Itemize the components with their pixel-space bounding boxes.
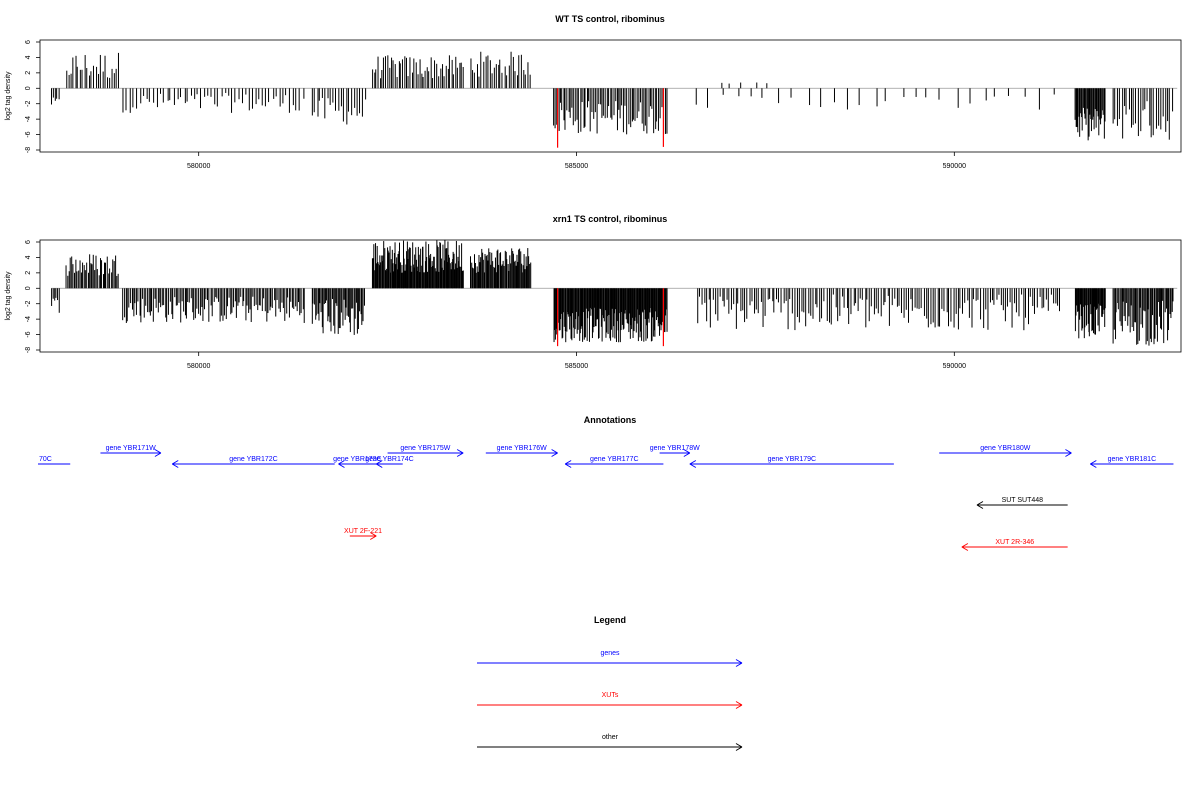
- feature-label: XUT 2R-346: [995, 539, 1034, 546]
- feature-label: gene YBR173C: [333, 456, 382, 463]
- feature-label: gene YBR178W: [650, 445, 700, 452]
- feature-arrow: [100, 449, 162, 457]
- legend-label: other: [602, 734, 619, 741]
- wt-y-tick-label: 6: [25, 40, 32, 44]
- feature-label: SUT SUT448: [1002, 497, 1044, 504]
- feature-label: gene YBR179C: [768, 456, 817, 463]
- wt-bars: [51, 51, 1174, 141]
- xrn1-y-tick-label: -6: [25, 331, 32, 337]
- wt-y-tick-label: -2: [25, 101, 32, 107]
- feature-arrow: [961, 543, 1068, 551]
- feature-label: gene YBR177C: [590, 456, 639, 463]
- wt-x-tick-label: 585000: [565, 163, 588, 170]
- feature-arrow: [376, 460, 403, 468]
- xrn1-plot-frame: [39, 239, 1182, 353]
- wt-panel-title: WT TS control, ribominus: [555, 14, 665, 24]
- feature-label: gene YBR171W: [106, 445, 156, 452]
- xrn1-panel-title: xrn1 TS control, ribominus: [553, 214, 668, 224]
- feature-arrow: [689, 460, 894, 468]
- feature-arrow: [338, 460, 377, 468]
- feature-label: gene YBR175W: [400, 445, 450, 452]
- wt-y-tick-label: -4: [25, 116, 32, 122]
- wt-y-tick-label: 2: [25, 71, 32, 75]
- feature-arrow: [1090, 460, 1174, 468]
- xrn1-y-axis-label: log2 tag density: [5, 271, 12, 321]
- wt-y-tick-label: 4: [25, 55, 32, 59]
- xrn1-y-tick-label: -4: [25, 316, 32, 322]
- feature-label: gene YBR174C: [365, 456, 414, 463]
- feature-arrow: [171, 460, 335, 468]
- feature-label: XUT 2F-221: [344, 528, 382, 535]
- feature-arrow: [659, 449, 691, 457]
- wt-y-axis-label: log2 tag density: [5, 71, 12, 121]
- feature-arrow: [939, 449, 1072, 457]
- xrn1-x-tick-label: 580000: [187, 363, 210, 370]
- legend-arrow: [477, 743, 743, 751]
- feature-arrow: [564, 460, 664, 468]
- feature-label: gene YBR181C: [1108, 456, 1157, 463]
- legend-arrow: [477, 659, 743, 667]
- legend-title: Legend: [594, 615, 626, 625]
- wt-y-tick-label: -8: [25, 147, 32, 153]
- wt-coverage-panel: WT TS control, ribominus log2 tag densit…: [5, 14, 1182, 170]
- xrn1-y-tick-label: 0: [25, 286, 32, 290]
- wt-plot-frame: [39, 39, 1182, 153]
- feature-label: gene YBR172C: [229, 456, 278, 463]
- xrn1-y-tick-label: -2: [25, 301, 32, 307]
- legend-label: XUTs: [602, 692, 619, 699]
- annotations-title: Annotations: [584, 415, 637, 425]
- xrn1-y-tick-label: -8: [25, 347, 32, 353]
- wt-x-tick-label: 590000: [943, 163, 966, 170]
- xrn1-coverage-panel: xrn1 TS control, ribominus log2 tag dens…: [5, 214, 1182, 370]
- xrn1-x-tick-label: 590000: [943, 363, 966, 370]
- xrn1-y-tick-label: 4: [25, 255, 32, 259]
- feature-label: gene YBR176W: [497, 445, 547, 452]
- feature-arrow: [349, 532, 377, 540]
- legend: Legend genes XUTs other: [477, 615, 743, 751]
- annotations-track: Annotations 70C gene YBR171W gene YBR172C g…: [38, 415, 1174, 551]
- feature-arrow: [485, 449, 558, 457]
- wt-y-tick-label: -6: [25, 131, 32, 137]
- legend-arrow: [477, 701, 743, 709]
- xrn1-x-tick-label: 585000: [565, 363, 588, 370]
- xrn1-bars: [51, 239, 1174, 346]
- xrn1-y-tick-label: 2: [25, 271, 32, 275]
- feature-arrow: [976, 501, 1068, 509]
- feature-label: 70C: [39, 456, 52, 463]
- xrn1-y-tick-label: 6: [25, 240, 32, 244]
- feature-label: gene YBR180W: [980, 445, 1030, 452]
- legend-label: genes: [600, 650, 620, 657]
- wt-x-tick-label: 580000: [187, 163, 210, 170]
- wt-y-tick-label: 0: [25, 86, 32, 90]
- feature-arrow: [387, 449, 464, 457]
